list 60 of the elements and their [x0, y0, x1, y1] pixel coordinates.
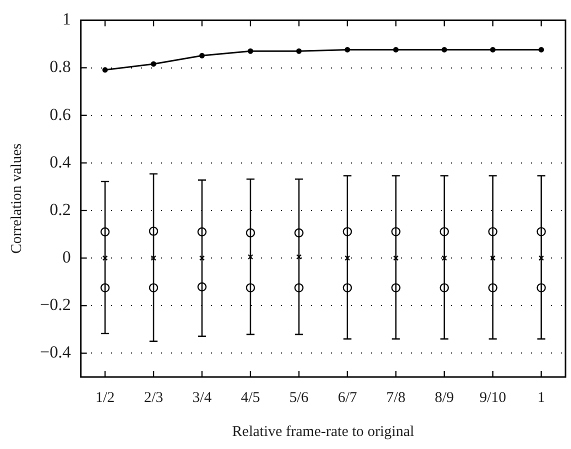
point	[538, 46, 544, 52]
x-tick-label: 9/10	[479, 390, 506, 406]
point	[248, 254, 254, 260]
x-axis-title: Relative frame-rate to original	[232, 424, 414, 440]
point	[393, 255, 399, 261]
point	[197, 227, 207, 236]
point	[488, 227, 498, 236]
point	[100, 227, 110, 236]
point	[148, 283, 158, 292]
point	[442, 255, 448, 261]
point	[199, 52, 205, 58]
x-tick-label: 1	[538, 390, 546, 406]
point	[246, 283, 256, 292]
x-tick-label: 2/3	[144, 390, 164, 406]
point	[102, 255, 108, 261]
y-tick-label: −0.4	[40, 342, 72, 362]
point	[294, 283, 304, 292]
point	[536, 227, 546, 236]
point	[248, 48, 254, 54]
x-tick-label: 1/2	[95, 390, 115, 406]
point	[150, 255, 156, 261]
point	[199, 255, 205, 261]
point	[490, 255, 496, 261]
point	[344, 255, 350, 261]
y-tick-label: 0.4	[50, 152, 72, 172]
point	[442, 46, 448, 52]
y-tick-label: 1	[62, 10, 71, 29]
x-tick-label: 3/4	[192, 390, 212, 406]
point	[197, 282, 207, 292]
point	[391, 283, 400, 292]
point	[393, 46, 399, 52]
y-tick-label: −0.2	[40, 295, 71, 314]
point	[150, 61, 156, 67]
y-tick-label: 0.8	[50, 57, 71, 76]
point	[490, 46, 496, 52]
point	[296, 254, 302, 260]
point	[102, 67, 108, 73]
point	[342, 227, 352, 236]
x-tick-label: 7/8	[386, 390, 406, 406]
x-tick-label: 8/9	[434, 390, 454, 406]
x-tick-label: 4/5	[240, 390, 260, 406]
x-tick-label: 5/6	[289, 390, 310, 406]
point	[440, 283, 449, 292]
point	[440, 227, 449, 236]
point	[296, 48, 302, 54]
point	[536, 283, 546, 292]
x-tick-label: 6/7	[338, 390, 358, 406]
point	[344, 46, 350, 52]
point	[391, 227, 400, 236]
point	[148, 226, 158, 236]
point	[100, 283, 110, 292]
y-tick-label: 0	[62, 248, 71, 267]
y-tick-label: 0.2	[50, 200, 71, 219]
point	[538, 255, 544, 261]
y-axis-title: Correlation values	[8, 143, 25, 254]
point	[294, 228, 304, 238]
point	[488, 283, 498, 292]
point	[246, 228, 256, 238]
point	[342, 283, 352, 292]
y-tick-label: 0.6	[50, 104, 71, 124]
